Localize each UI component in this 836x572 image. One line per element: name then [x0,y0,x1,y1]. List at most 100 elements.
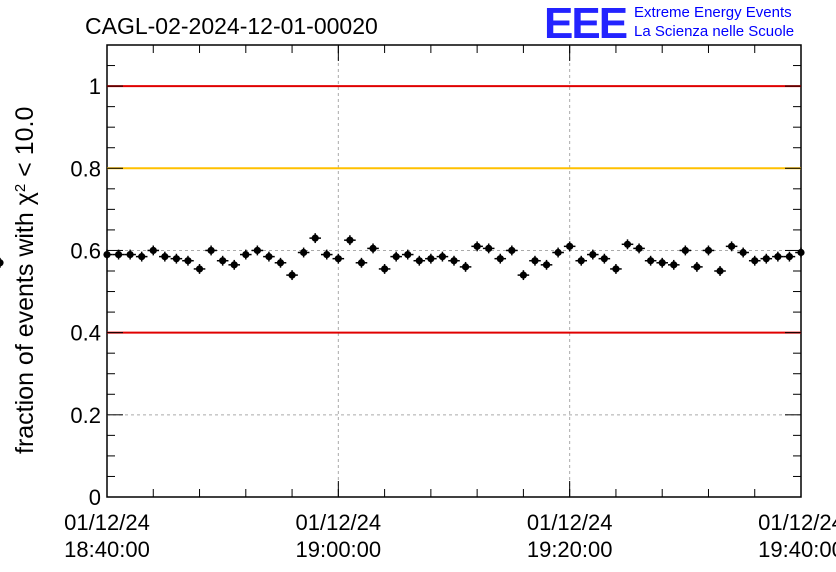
data-point-marker [496,255,504,263]
data-point-marker [635,244,643,252]
data-point [170,253,183,264]
data-point [436,251,449,262]
data-point [644,255,657,266]
data-point-marker [323,250,331,259]
data-point [390,251,402,262]
data-point-marker [473,242,481,250]
data-point [425,253,437,264]
data-point-marker [161,253,169,261]
data-point [103,249,113,260]
data-point [529,255,541,266]
data-point-marker [577,257,585,265]
data-point-marker [519,271,528,279]
data-point-marker [253,246,261,255]
eee-logo-line1: Extreme Energy Events [634,4,792,21]
data-point-marker [612,265,620,273]
data-point-marker [0,259,4,267]
y-tick-label: 0.2 [70,403,101,428]
eee-logo: EEE Extreme Energy Events La Scienza nel… [544,2,794,46]
data-points [0,233,805,281]
data-point-marker [230,261,238,269]
x-tick-label-date: 01/12/24 [758,510,836,535]
data-point-marker [415,257,423,265]
data-point [367,243,379,254]
data-point [517,270,530,281]
data-point [124,249,136,260]
data-point-marker [276,259,285,267]
data-point [587,249,599,260]
data-point-marker [242,250,250,259]
data-point-marker [716,267,724,275]
data-point [193,264,206,274]
data-point [552,247,564,258]
y-tick-label: 0.4 [70,321,101,346]
data-point-marker [797,248,805,257]
data-point [286,270,298,281]
data-point [159,251,171,262]
data-point [679,245,692,256]
data-point-marker [647,257,655,265]
data-point-marker [369,244,377,252]
data-point [228,259,241,270]
data-point [610,264,622,274]
data-point-marker [404,250,412,259]
data-point-marker [762,255,770,263]
data-point-marker [566,242,574,250]
data-point-marker [450,257,458,265]
data-point-marker [751,257,759,265]
y-axis-title: fraction of events with χ2 < 10.0 [11,107,39,454]
data-point-marker [658,259,666,267]
data-point-marker [346,236,354,244]
data-point [263,251,275,262]
data-point-marker [554,248,562,257]
data-point [251,245,264,256]
data-point [621,239,634,250]
data-point [540,259,553,270]
data-point [772,251,784,262]
data-point-marker [311,234,319,242]
y-axis-title-chi: χ [11,192,39,205]
data-point-marker [681,246,689,255]
data-point [783,251,796,262]
data-point-marker [381,265,389,273]
data-point [344,235,356,246]
data-point-marker [728,242,736,250]
data-point [691,261,703,272]
data-point-marker [589,250,597,259]
y-tick-label: 0 [89,485,101,510]
data-point [332,253,345,264]
x-tick-labels: 01/12/2418:40:0001/12/2419:00:0001/12/24… [64,510,836,562]
data-point [633,243,645,254]
y-tick-label: 1 [89,74,101,99]
data-point [274,257,287,268]
eee-logo-mark: EEE [544,0,628,48]
data-point-marker [508,246,516,255]
data-point [112,249,125,260]
data-point [459,261,472,272]
data-point-marker [172,255,180,263]
data-point [135,251,148,262]
data-point-marker [288,271,296,279]
x-tick-label-time: 19:00:00 [296,537,382,562]
data-point [0,257,4,268]
data-point-marker [219,257,227,265]
y-tick-labels: 0 0.2 0.4 0.6 0.8 1 [70,74,101,510]
data-point [598,253,611,264]
data-point-marker [334,255,342,263]
data-point-marker [138,253,146,261]
data-point-marker [103,250,111,259]
data-point [795,247,805,258]
x-tick-label-date: 01/12/24 [64,510,150,535]
data-point [355,257,368,268]
data-point-marker [774,253,782,261]
data-point-marker [438,253,447,261]
data-point-marker [195,265,204,273]
reference-lines [107,85,801,334]
data-point [205,245,217,256]
x-tick-label-date: 01/12/24 [527,510,613,535]
data-point-marker [207,246,215,255]
data-point [656,257,668,268]
data-point [760,253,773,264]
data-point-marker [184,257,192,265]
